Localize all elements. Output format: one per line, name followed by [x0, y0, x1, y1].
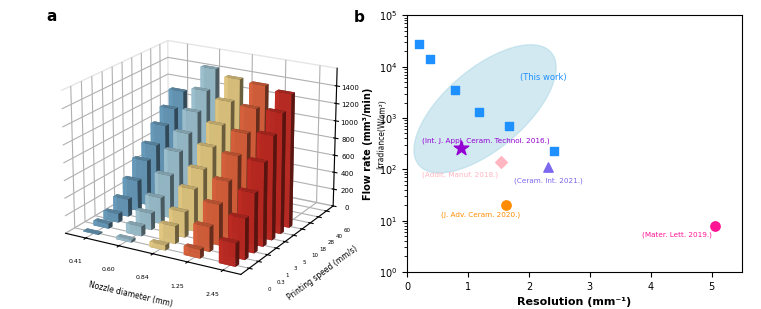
Text: (Mater. Lett. 2019.): (Mater. Lett. 2019.)	[642, 231, 712, 238]
Text: a: a	[46, 9, 57, 24]
Text: (Ceram. Int. 2021.): (Ceram. Int. 2021.)	[514, 178, 582, 184]
Point	[543, 165, 555, 170]
Point	[448, 88, 460, 93]
Point	[454, 146, 466, 150]
Point	[549, 148, 561, 153]
Y-axis label: Flow rate (mm³/min): Flow rate (mm³/min)	[363, 87, 374, 200]
Text: (J. Adv. Ceram. 2020.): (J. Adv. Ceram. 2020.)	[441, 212, 520, 218]
Text: (Int. J. Appl. Ceram. Technol. 2016.): (Int. J. Appl. Ceram. Technol. 2016.)	[422, 138, 550, 144]
X-axis label: Nozzle diameter (mm): Nozzle diameter (mm)	[88, 280, 173, 308]
Point	[424, 57, 436, 62]
Point	[503, 124, 515, 129]
Point	[708, 223, 721, 228]
Text: (This work): (This work)	[520, 73, 566, 82]
Text: b: b	[354, 10, 365, 25]
Polygon shape	[414, 45, 556, 173]
Point	[473, 110, 485, 115]
Text: (Addit. Manuf. 2018.): (Addit. Manuf. 2018.)	[422, 172, 498, 178]
Point	[500, 203, 512, 208]
Point	[495, 159, 508, 164]
X-axis label: Resolution (mm⁻¹): Resolution (mm⁻¹)	[517, 297, 632, 307]
Y-axis label: Printing speed (mm/s): Printing speed (mm/s)	[286, 243, 360, 302]
Point	[413, 41, 425, 46]
